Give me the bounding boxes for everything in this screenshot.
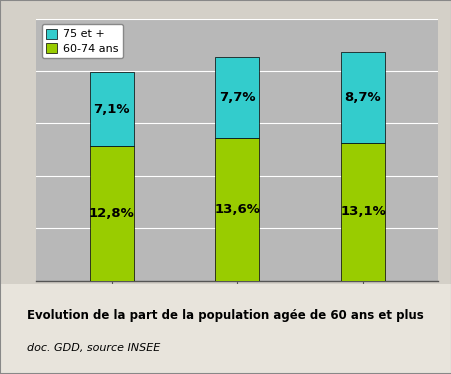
Bar xyxy=(340,52,384,143)
Text: 13,1%: 13,1% xyxy=(340,205,385,218)
Text: doc. GDD, source INSEE: doc. GDD, source INSEE xyxy=(27,343,160,353)
Bar xyxy=(340,143,384,280)
Text: 7,7%: 7,7% xyxy=(219,91,255,104)
Text: 12,8%: 12,8% xyxy=(88,207,134,220)
Bar xyxy=(215,138,259,280)
Text: Evolution de la part de la population agée de 60 ans et plus: Evolution de la part de la population ag… xyxy=(27,309,423,322)
Legend: 75 et +, 60-74 ans: 75 et +, 60-74 ans xyxy=(41,24,123,58)
Text: 8,7%: 8,7% xyxy=(344,91,381,104)
Text: 13,6%: 13,6% xyxy=(214,203,260,216)
Text: 7,1%: 7,1% xyxy=(93,103,129,116)
Bar xyxy=(89,147,133,280)
Bar xyxy=(89,72,133,147)
Bar xyxy=(215,58,259,138)
